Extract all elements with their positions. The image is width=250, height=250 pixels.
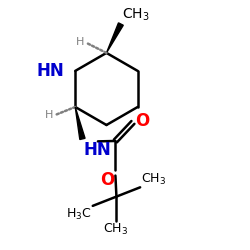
Text: H: H [44, 110, 53, 120]
Polygon shape [106, 23, 123, 53]
Text: HN: HN [36, 62, 64, 80]
Text: H: H [76, 36, 84, 46]
Text: O: O [100, 171, 114, 189]
Text: CH$_3$: CH$_3$ [103, 222, 128, 238]
Text: H$_3$C: H$_3$C [66, 206, 92, 222]
Text: CH$_3$: CH$_3$ [122, 6, 150, 23]
Text: O: O [135, 112, 149, 130]
Text: CH$_3$: CH$_3$ [141, 172, 166, 187]
Polygon shape [75, 107, 85, 140]
Text: HN: HN [84, 140, 111, 158]
